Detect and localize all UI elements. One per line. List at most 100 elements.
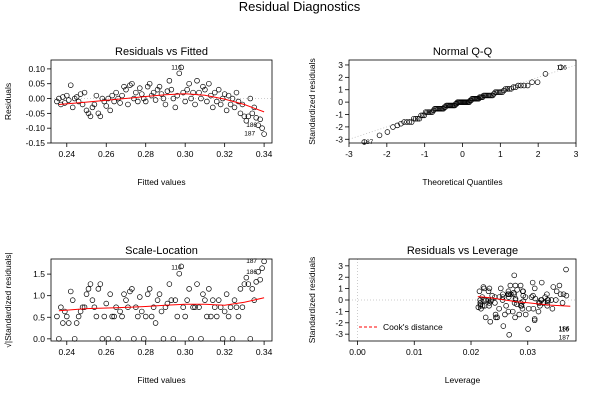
data-point: [91, 304, 98, 310]
y-tick-label: 0: [338, 97, 343, 107]
data-point: [500, 323, 507, 329]
data-point: [69, 297, 76, 303]
x-tick-label: 0: [460, 149, 465, 159]
data-point: [83, 107, 90, 114]
data-point: [504, 86, 511, 92]
data-point: [56, 95, 62, 102]
data-point: [202, 297, 208, 303]
point-label: 116: [559, 327, 570, 334]
data-point: [535, 308, 542, 315]
data-point: [559, 300, 566, 306]
data-point: [509, 308, 516, 315]
data-point: [67, 82, 74, 88]
data-point: [394, 122, 401, 129]
point-label: 116: [171, 265, 182, 272]
data-point: [245, 113, 252, 120]
data-point: [531, 285, 538, 292]
y-axis-label: √|Standardized residuals|: [3, 252, 13, 348]
data-point: [164, 88, 171, 94]
data-point: [62, 308, 68, 315]
data-point: [117, 100, 123, 106]
data-point: [131, 95, 137, 102]
data-point: [115, 336, 121, 342]
y-tick-label: 1: [338, 85, 343, 95]
panel-title: Residuals vs Leverage: [407, 245, 518, 257]
data-point: [231, 297, 238, 303]
data-point: [517, 282, 524, 289]
data-point: [97, 113, 104, 120]
data-point: [123, 297, 129, 303]
data-point: [519, 288, 526, 295]
data-point: [144, 291, 151, 297]
y-tick-label: 3: [338, 261, 343, 271]
panel-scale-location: Scale-Location 116 186 187 0.24 0.26 0.28 0.30 0…: [3, 245, 273, 385]
data-point: [241, 113, 248, 120]
data-point: [544, 291, 550, 297]
data-point: [478, 305, 484, 312]
data-point: [139, 91, 145, 97]
data-point: [81, 89, 88, 96]
data-point: [476, 288, 483, 295]
data-point: [150, 89, 157, 96]
data-point: [512, 297, 519, 303]
x-tick-label: 3: [574, 149, 579, 159]
data-point: [247, 95, 254, 102]
data-point: [200, 83, 206, 90]
data-point: [101, 313, 108, 320]
data-point: [503, 303, 509, 309]
data-point: [477, 297, 483, 303]
data-point: [131, 336, 137, 342]
data-point: [255, 269, 261, 275]
y-tick-label: -3: [335, 329, 343, 339]
data-point: [85, 110, 92, 117]
data-point: [210, 297, 216, 303]
data-point: [160, 95, 167, 102]
data-point: [107, 107, 113, 114]
data-point: [505, 308, 512, 315]
data-point: [406, 119, 413, 125]
data-point: [529, 279, 536, 286]
data-point: [54, 313, 60, 320]
data-point: [493, 314, 499, 321]
data-point: [518, 82, 524, 89]
y-axis-label: Standardized residuals: [307, 257, 317, 343]
y-tick-label: 0: [338, 295, 343, 305]
data-point: [176, 270, 183, 277]
point-label: 186: [246, 269, 257, 276]
data-point: [71, 336, 78, 342]
data-point: [158, 308, 165, 315]
smoother-line: [477, 296, 571, 307]
y-tick-label: 2: [338, 272, 343, 282]
data-point: [192, 304, 198, 310]
data-point: [137, 85, 143, 91]
x-tick-label: 0.01: [406, 347, 423, 357]
data-point: [498, 89, 504, 95]
data-point: [243, 274, 250, 281]
data-point: [202, 86, 208, 93]
data-point: [557, 64, 564, 70]
data-point: [225, 313, 232, 320]
data-point: [537, 303, 543, 309]
x-tick-label: 1: [498, 149, 503, 159]
data-point: [528, 294, 535, 300]
y-axis-label: Residuals: [3, 83, 13, 120]
data-point: [156, 291, 163, 297]
x-tick-label: 0.34: [256, 149, 273, 159]
x-tick-label: 0.32: [216, 347, 233, 357]
data-point: [253, 115, 259, 121]
x-tick-label: 0.32: [216, 149, 233, 159]
data-point: [117, 308, 123, 315]
data-point: [217, 101, 224, 108]
x-axis-label: Theoretical Quantiles: [422, 177, 502, 187]
x-tick-label: 0.26: [98, 347, 115, 357]
data-point: [91, 101, 98, 108]
x-axis-label: Fitted values: [137, 375, 185, 385]
data-point: [237, 110, 244, 117]
data-point: [534, 79, 541, 85]
data-point: [182, 98, 188, 105]
data-point: [125, 101, 131, 108]
data-point: [231, 104, 238, 111]
data-point: [168, 86, 175, 93]
x-tick-label: 0.24: [59, 149, 76, 159]
